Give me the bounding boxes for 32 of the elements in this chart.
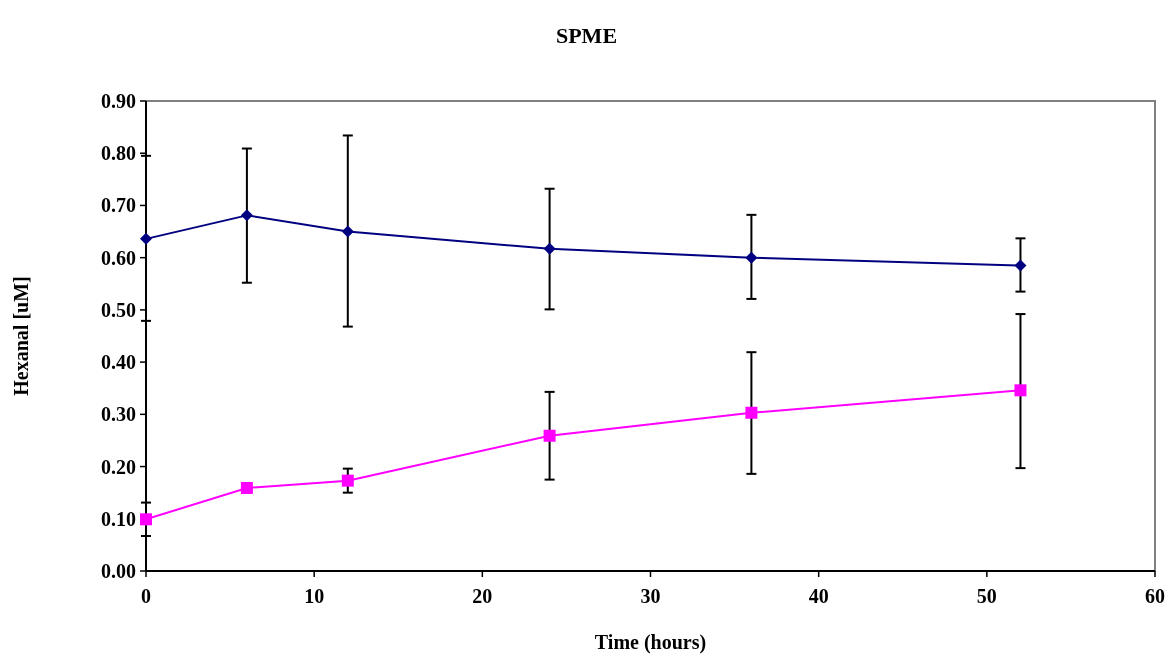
- x-tick-label: 10: [304, 585, 325, 607]
- point: [1014, 384, 1027, 397]
- point: [240, 481, 253, 494]
- y-tick-label: 0.30: [101, 403, 136, 426]
- x-tick-label: 0: [141, 585, 151, 607]
- x-tick-label: 40: [808, 585, 829, 607]
- point: [1014, 259, 1027, 272]
- point: [543, 242, 556, 255]
- x-tick-label: 20: [472, 585, 493, 607]
- point: [341, 225, 354, 238]
- point: [140, 513, 152, 526]
- x-tick-label: 60: [1145, 585, 1165, 607]
- y-tick-label: 0.80: [101, 142, 136, 165]
- y-axis-title: Hexanal [uM]: [10, 276, 32, 396]
- point: [745, 251, 758, 264]
- x-tick-label: 30: [640, 585, 661, 607]
- x-tick-label: 50: [976, 585, 997, 607]
- x-axis-title: Time (hours): [594, 631, 707, 654]
- point: [341, 474, 354, 487]
- point: [745, 406, 758, 419]
- y-tick-label: 0.90: [101, 90, 136, 112]
- point: [140, 232, 152, 245]
- point: [240, 209, 253, 222]
- y-tick-label: 0.20: [101, 455, 136, 478]
- chart-title: SPME: [555, 23, 618, 48]
- point: [543, 429, 556, 442]
- y-tick-label: 0.70: [101, 194, 136, 217]
- y-tick-label: 0.00: [101, 560, 136, 582]
- y-tick-label: 0.10: [101, 507, 136, 530]
- y-tick-label: 0.40: [101, 351, 136, 374]
- y-tick-label: 0.60: [101, 246, 136, 269]
- y-tick-label: 0.50: [101, 298, 136, 321]
